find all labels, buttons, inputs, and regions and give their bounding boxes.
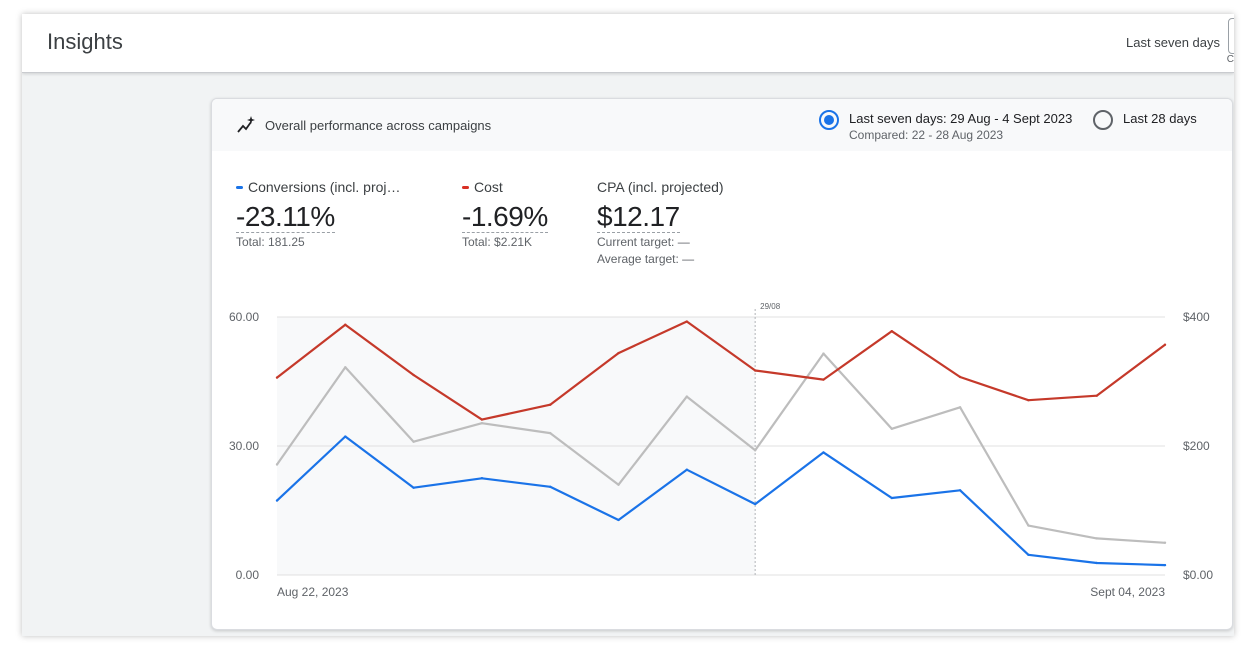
conversions-data-point — [480, 477, 484, 480]
date-range-sub: C — [1226, 54, 1234, 65]
y-right-tick-label: $200 — [1183, 439, 1210, 453]
metric-conversions-value: -23.11% — [236, 201, 416, 233]
cost-data-point — [822, 378, 825, 381]
metric-cpa-average-target: Average target: — — [597, 252, 695, 266]
cost-swatch — [462, 185, 469, 189]
metric-conversions-label: Conversions (incl. projected) — [236, 179, 416, 195]
comparison-data-point — [822, 352, 825, 355]
metric-cost-value: -1.69% — [462, 201, 572, 233]
metric-cost-value-text: -1.69% — [462, 201, 548, 233]
date-range-label[interactable]: Last seven days — [1126, 35, 1220, 50]
metric-conversions-total: Total: 181.25 — [236, 235, 305, 249]
card-header: Overall performance across campaigns Las… — [212, 99, 1232, 151]
conversions-data-point — [822, 451, 825, 454]
comparison-data-point — [890, 427, 893, 430]
x-tick-label: Aug 22, 2023 — [277, 585, 349, 599]
conversions-data-point — [753, 502, 757, 506]
metric-cpa-value-text: $12.17 — [597, 201, 680, 233]
cost-data-point — [685, 320, 689, 323]
comparison-data-point — [1095, 537, 1098, 540]
period-divider-label: 29/08 — [760, 302, 781, 311]
metric-cost[interactable]: Cost -1.69% Total: $2.21K — [462, 179, 572, 250]
y-right-tick-label: $0.00 — [1183, 568, 1213, 582]
cost-data-point — [617, 351, 620, 355]
conversions-swatch — [236, 185, 243, 189]
conversions-data-point — [958, 489, 962, 492]
comparison-series-line — [276, 352, 1166, 544]
card-title: Overall performance across campaigns — [265, 118, 492, 133]
comparison-data-point — [1163, 541, 1167, 544]
cost-data-point — [753, 369, 757, 372]
comparison-data-point — [1027, 524, 1030, 527]
conversions-data-point — [549, 485, 552, 489]
performance-card: Overall performance across campaigns Las… — [211, 98, 1233, 630]
y-left-tick-label: 0.00 — [236, 568, 260, 582]
conversions-data-point — [275, 499, 279, 502]
y-right-tick-label: $400 — [1183, 310, 1210, 324]
cost-data-point — [275, 376, 279, 379]
x-tick-label: Sept 04, 2023 — [1090, 585, 1165, 599]
option-last-seven-days-label[interactable]: Last seven days: 29 Aug - 4 Sept 2023 — [849, 111, 1073, 126]
date-range-dropdown[interactable] — [1228, 18, 1234, 54]
conversions-data-point — [685, 468, 689, 471]
comparison-data-point — [617, 483, 620, 486]
option-last-28-days-label[interactable]: Last 28 days — [1123, 111, 1197, 126]
cost-data-point — [412, 373, 415, 377]
metric-cpa-label: CPA (incl. projected) — [597, 179, 777, 195]
comparison-data-point — [549, 431, 552, 435]
metric-cost-total: Total: $2.21K — [462, 235, 533, 249]
comparison-data-point — [685, 395, 689, 398]
comparison-data-point — [958, 406, 962, 409]
conversions-data-point — [1095, 561, 1098, 565]
metric-cost-label-text: Cost — [474, 179, 503, 195]
radio-last-28-days[interactable] — [1093, 110, 1113, 130]
radio-last-seven-days[interactable] — [819, 110, 839, 130]
metric-cost-label: Cost — [462, 179, 572, 195]
insights-window: Insights Last seven days C Overall perfo… — [22, 14, 1234, 636]
cost-series-line — [276, 320, 1166, 421]
comparison-data-point — [344, 366, 347, 369]
cost-data-point — [1095, 394, 1098, 397]
comparison-data-point — [753, 449, 757, 452]
conversions-data-point — [890, 496, 893, 500]
cost-data-point — [344, 323, 347, 326]
cost-data-point — [549, 403, 552, 406]
cost-data-point — [958, 375, 962, 379]
conversions-data-point — [617, 518, 620, 522]
sparkle-trend-icon — [237, 116, 255, 133]
cost-data-point — [890, 329, 893, 333]
page-title: Insights — [47, 29, 123, 54]
metric-cpa[interactable]: CPA (incl. projected) $12.17 Current tar… — [597, 179, 777, 267]
conversions-data-point — [1163, 563, 1167, 567]
conversions-data-point — [1027, 553, 1030, 556]
metric-conversions[interactable]: Conversions (incl. projected) -23.11% To… — [236, 179, 416, 250]
conversions-data-point — [344, 435, 347, 438]
option-comparison-range: Compared: 22 - 28 Aug 2023 — [849, 128, 1004, 142]
metric-cpa-label-text: CPA (incl. projected) — [597, 179, 724, 195]
conversions-series-line — [276, 435, 1166, 567]
metric-conversions-label-text: Conversions (incl. projected) — [248, 179, 406, 195]
metric-cpa-current-target: Current target: — — [597, 235, 690, 249]
performance-line-chart[interactable]: 0.00 30.00 60.00 $0.00 $200 $400 29/08 Aug 22, … — [212, 299, 1232, 619]
top-bar: Insights Last seven days C — [22, 14, 1234, 73]
conversions-data-point — [412, 486, 415, 489]
cost-data-point — [1163, 343, 1167, 346]
cost-data-point — [480, 418, 484, 421]
cost-data-point — [1027, 399, 1030, 402]
comparison-data-point — [275, 463, 279, 466]
y-left-tick-label: 60.00 — [229, 310, 259, 324]
comparison-data-point — [412, 440, 415, 443]
metric-cpa-value: $12.17 — [597, 201, 777, 233]
metric-conversions-value-text: -23.11% — [236, 201, 335, 233]
y-left-tick-label: 30.00 — [229, 439, 259, 453]
comparison-data-point — [480, 422, 484, 425]
